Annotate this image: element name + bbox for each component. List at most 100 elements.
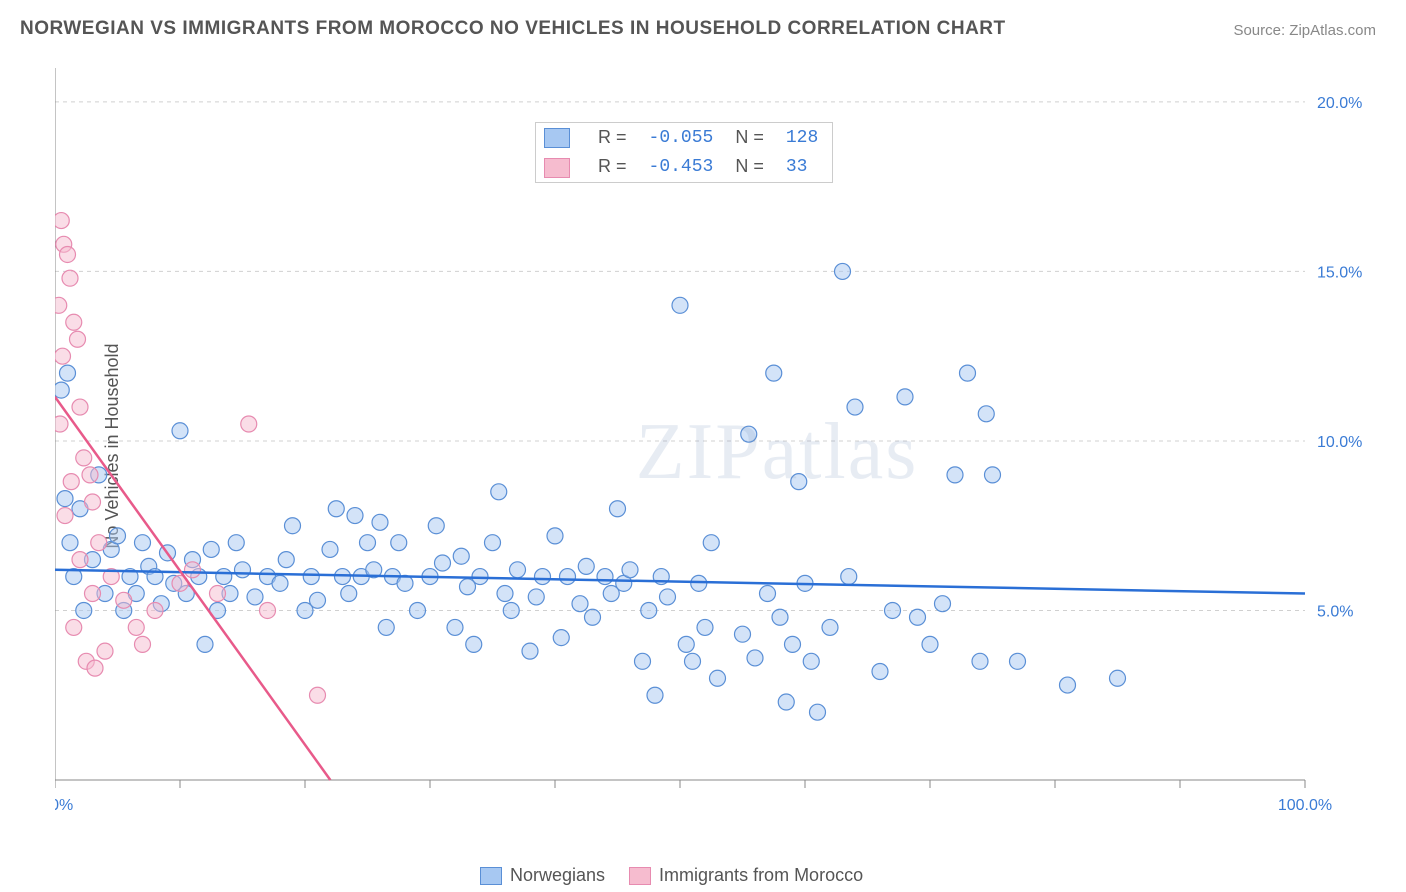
data-point (310, 592, 326, 608)
data-point (135, 535, 151, 551)
data-point (922, 636, 938, 652)
data-point (97, 643, 113, 659)
data-point (60, 365, 76, 381)
data-point (210, 586, 226, 602)
legend-swatch (544, 128, 570, 148)
legend-swatch (629, 867, 651, 885)
data-point (70, 331, 86, 347)
data-point (203, 541, 219, 557)
data-point (60, 246, 76, 262)
data-point (435, 555, 451, 571)
data-point (76, 602, 92, 618)
data-point (57, 508, 73, 524)
data-point (63, 474, 79, 490)
data-point (885, 602, 901, 618)
data-point (741, 426, 757, 442)
data-point (1010, 653, 1026, 669)
data-point (347, 508, 363, 524)
data-point (597, 569, 613, 585)
data-point (466, 636, 482, 652)
data-point (897, 389, 913, 405)
data-point (747, 650, 763, 666)
data-point (935, 596, 951, 612)
data-point (622, 562, 638, 578)
data-point (447, 619, 463, 635)
legend-r-value: -0.055 (641, 123, 728, 152)
data-point (341, 586, 357, 602)
data-point (635, 653, 651, 669)
data-point (766, 365, 782, 381)
data-point (278, 552, 294, 568)
data-point (110, 528, 126, 544)
y-tick-label: 5.0% (1317, 603, 1353, 620)
data-point (578, 558, 594, 574)
data-point (872, 664, 888, 680)
data-point (491, 484, 507, 500)
data-point (547, 528, 563, 544)
data-point (647, 687, 663, 703)
data-point (1110, 670, 1126, 686)
data-point (497, 586, 513, 602)
data-point (55, 213, 69, 229)
data-point (303, 569, 319, 585)
data-point (135, 636, 151, 652)
legend-r-label: R = (590, 152, 641, 181)
data-point (72, 399, 88, 415)
data-point (660, 589, 676, 605)
trendline (55, 570, 1305, 594)
data-point (510, 562, 526, 578)
data-point (391, 535, 407, 551)
data-point (272, 575, 288, 591)
legend-n-label: N = (727, 123, 778, 152)
legend-swatch (480, 867, 502, 885)
data-point (185, 562, 201, 578)
data-point (572, 596, 588, 612)
data-point (1060, 677, 1076, 693)
data-point (372, 514, 388, 530)
data-point (378, 619, 394, 635)
y-tick-label: 20.0% (1317, 95, 1362, 112)
data-point (285, 518, 301, 534)
data-point (85, 494, 101, 510)
legend-r-value: -0.453 (641, 152, 728, 181)
data-point (985, 467, 1001, 483)
data-point (85, 586, 101, 602)
data-point (735, 626, 751, 642)
data-point (147, 602, 163, 618)
data-point (947, 467, 963, 483)
legend-series-label: Norwegians (510, 865, 605, 885)
data-point (72, 552, 88, 568)
x-tick-label: 100.0% (1278, 797, 1332, 814)
data-point (428, 518, 444, 534)
data-point (703, 535, 719, 551)
data-point (760, 586, 776, 602)
legend-n-label: N = (727, 152, 778, 181)
data-point (710, 670, 726, 686)
data-point (835, 263, 851, 279)
data-point (585, 609, 601, 625)
data-point (522, 643, 538, 659)
data-point (62, 270, 78, 286)
data-point (485, 535, 501, 551)
data-point (76, 450, 92, 466)
scatter-plot: 0.0%100.0%5.0%10.0%15.0%20.0% ZIPatlas R… (55, 60, 1375, 830)
data-point (972, 653, 988, 669)
legend-n-value: 128 (778, 123, 832, 152)
data-point (822, 619, 838, 635)
data-point (910, 609, 926, 625)
data-point (55, 382, 69, 398)
data-point (260, 602, 276, 618)
legend-r-label: R = (590, 123, 641, 152)
data-point (685, 653, 701, 669)
data-point (328, 501, 344, 517)
data-point (978, 406, 994, 422)
data-point (841, 569, 857, 585)
data-point (810, 704, 826, 720)
data-point (82, 467, 98, 483)
data-point (772, 609, 788, 625)
data-point (66, 314, 82, 330)
data-point (785, 636, 801, 652)
data-point (247, 589, 263, 605)
data-point (91, 535, 107, 551)
data-point (172, 423, 188, 439)
